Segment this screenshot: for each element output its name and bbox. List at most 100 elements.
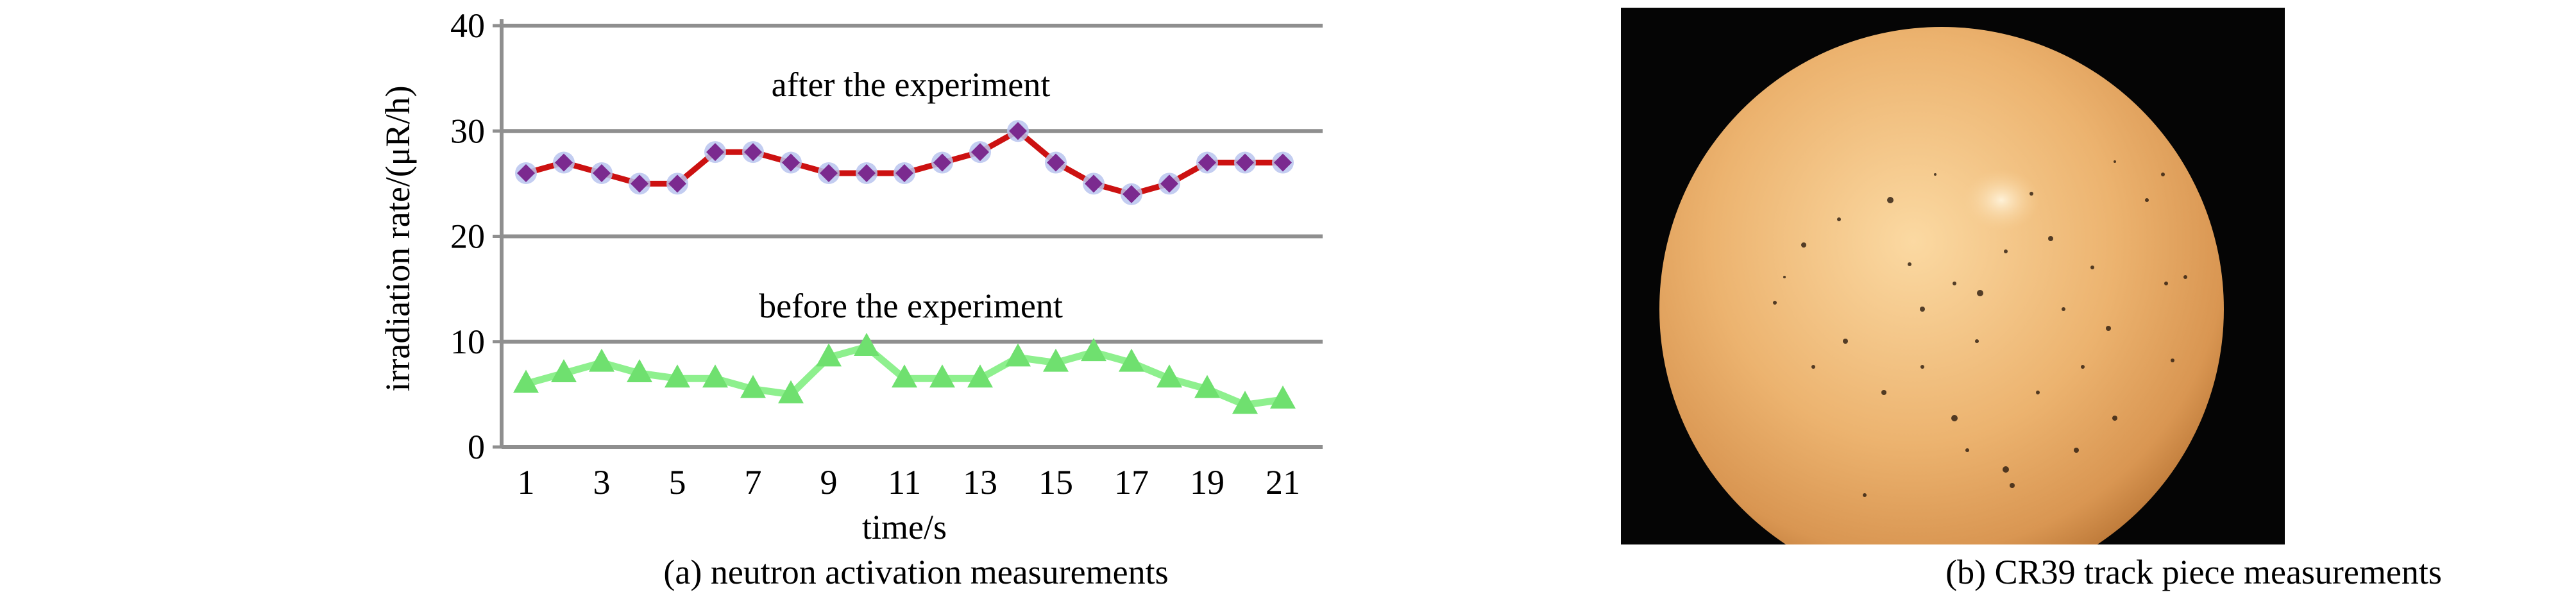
y-tick-label: 0: [468, 428, 485, 466]
track-dot: [2010, 483, 2015, 488]
data-point: [513, 369, 539, 393]
track-dot: [1951, 415, 1958, 421]
x-tick-label: 1: [518, 463, 535, 502]
data-point: [517, 164, 535, 182]
data-point: [744, 143, 762, 162]
track-dot: [2112, 416, 2117, 421]
data-point: [816, 343, 842, 367]
y-tick-label: 30: [450, 112, 485, 150]
y-axis-title: irradiation rate/(μR/h): [378, 85, 417, 391]
series-annotation: after the experiment: [772, 65, 1051, 104]
data-point: [668, 174, 686, 193]
data-point: [892, 364, 917, 388]
series-layer: [513, 120, 1296, 414]
y-tick-label: 10: [450, 323, 485, 361]
data-point: [665, 364, 690, 388]
data-point: [778, 380, 804, 403]
track-dot: [2048, 236, 2053, 241]
track-dot: [2036, 391, 2040, 394]
track-dot: [2074, 448, 2079, 453]
track-dot: [2029, 192, 2033, 196]
caption-a: (a) neutron activation measurements: [663, 553, 1169, 591]
track-dot: [1887, 197, 1894, 203]
y-tick-label: 20: [450, 217, 485, 256]
data-point: [967, 364, 993, 388]
data-point: [631, 174, 648, 193]
data-point: [929, 364, 955, 388]
x-tick-label: 5: [669, 463, 686, 502]
track-dot: [1801, 242, 1806, 248]
data-point: [858, 164, 876, 182]
light-glint: [1963, 169, 2040, 231]
track-dot: [1843, 339, 1848, 344]
data-point: [740, 375, 766, 398]
data-point: [1085, 174, 1103, 193]
track-dot: [1837, 217, 1841, 221]
track-dot: [1908, 262, 1911, 266]
data-point: [1236, 153, 1254, 172]
track-dot: [1811, 365, 1815, 369]
track-dots: [1773, 160, 2187, 497]
x-tick-label: 19: [1190, 463, 1224, 502]
cr39-disc: [1659, 27, 2224, 544]
track-dot: [1863, 493, 1867, 497]
x-tick-label: 7: [745, 463, 762, 502]
series-annotation: before the experiment: [759, 287, 1063, 325]
data-point: [1009, 122, 1027, 140]
track-dot: [2081, 365, 2085, 369]
track-dot: [2106, 326, 2111, 331]
x-tick-label: 3: [593, 463, 611, 502]
track-dot: [1773, 301, 1777, 305]
data-point: [854, 332, 879, 356]
data-point: [895, 164, 913, 182]
track-dot: [1953, 282, 1956, 285]
track-dot: [2183, 275, 2187, 279]
track-dot: [2004, 249, 2008, 253]
track-dot: [2090, 266, 2094, 269]
track-dot: [1920, 365, 1924, 369]
track-dot: [2171, 359, 2174, 362]
track-dot: [2003, 466, 2009, 473]
track-dot: [1975, 339, 1979, 343]
data-point: [1232, 391, 1258, 414]
data-point: [1198, 153, 1216, 172]
data-point: [1270, 385, 1296, 409]
track-dot: [2062, 307, 2065, 311]
track-dot: [1783, 276, 1786, 278]
track-dot: [1934, 173, 1936, 176]
data-point: [1005, 343, 1031, 367]
data-point: [782, 153, 800, 172]
data-point: [1160, 174, 1178, 193]
x-tick-label: 17: [1114, 463, 1149, 502]
data-point: [702, 364, 728, 388]
data-point: [1194, 375, 1220, 398]
track-dot: [2161, 173, 2165, 176]
track-dot: [1977, 290, 1983, 296]
data-point: [589, 348, 614, 372]
grid-lines: [502, 24, 1323, 344]
data-point: [1157, 364, 1182, 388]
data-point: [555, 153, 573, 172]
data-point: [1274, 153, 1292, 172]
data-point: [1047, 153, 1065, 172]
track-dot: [2145, 198, 2149, 202]
track-dot: [1920, 307, 1925, 312]
y-tick-label: 40: [450, 6, 485, 45]
data-point: [1043, 348, 1069, 372]
x-tick-label: 21: [1266, 463, 1300, 502]
track-dot: [2164, 282, 2168, 285]
data-point: [706, 143, 724, 162]
data-point: [551, 359, 577, 383]
data-point: [820, 164, 838, 182]
x-tick-label: 9: [820, 463, 838, 502]
data-point: [933, 153, 951, 172]
data-point: [1123, 185, 1140, 203]
x-tick-label: 15: [1038, 463, 1073, 502]
data-point: [971, 143, 989, 162]
data-point: [1081, 338, 1106, 362]
data-point: [593, 164, 611, 182]
cr39-track-photo: [1621, 8, 2285, 544]
track-dot: [2114, 160, 2116, 163]
